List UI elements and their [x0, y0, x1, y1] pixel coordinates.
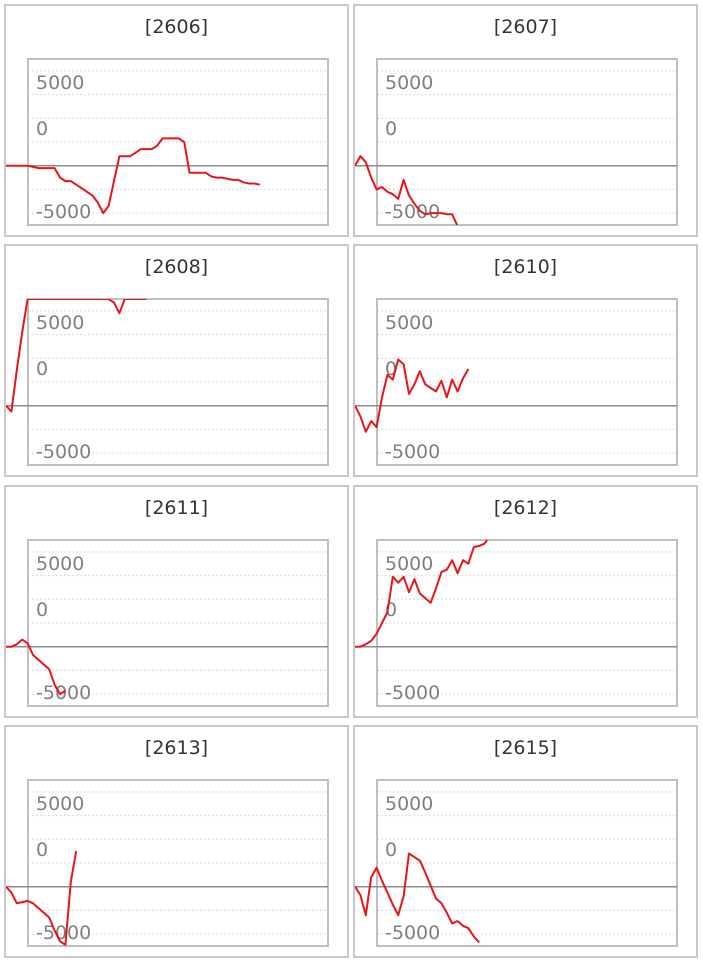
series-line [355, 155, 459, 225]
chart-panel: [2615] 5000 0 -5000 [353, 725, 698, 958]
y-tick-label: 0 [36, 599, 48, 621]
plot-border [376, 539, 678, 707]
y-tick-label: -5000 [36, 922, 91, 944]
y-tick-label: -5000 [36, 682, 91, 704]
chart-title: [2613] [144, 737, 209, 759]
chart-title: [2608] [144, 256, 209, 278]
y-tick-label: 0 [385, 118, 397, 140]
chart-svg: 5000 0 -5000 [6, 58, 329, 226]
plot-border [376, 298, 678, 466]
y-tick-label: 0 [36, 118, 48, 140]
chart-svg: 5000 0 -5000 [6, 779, 329, 947]
y-tick-label: 5000 [385, 312, 433, 334]
y-tick-label: 5000 [36, 312, 84, 334]
series-line [355, 358, 470, 433]
y-tick-label: 0 [36, 839, 48, 861]
series-line [6, 850, 78, 946]
plot-border [27, 539, 329, 707]
chart-title: [2606] [144, 16, 209, 38]
plot-border [27, 58, 329, 226]
chart-title: [2612] [493, 497, 558, 519]
y-tick-label: -5000 [385, 201, 440, 223]
y-tick-label: 5000 [385, 72, 433, 94]
chart-panel: [2610] 5000 0 -5000 [353, 244, 698, 477]
chart-panel: [2611] 5000 0 -5000 [4, 485, 349, 718]
y-tick-label: 5000 [385, 553, 433, 575]
plot-border [27, 779, 329, 947]
chart-svg: 5000 0 -5000 [6, 539, 329, 707]
y-tick-label: 5000 [36, 793, 84, 815]
series-line [6, 137, 261, 215]
chart-panel: [2608] 5000 0 -5000 [4, 244, 349, 477]
chart-panel: [2612] 5000 0 -5000 [353, 485, 698, 718]
series-line [6, 638, 66, 696]
chart-title: [2607] [493, 16, 558, 38]
y-tick-label: -5000 [385, 922, 440, 944]
y-tick-label: -5000 [36, 441, 91, 463]
series-line [6, 299, 147, 413]
y-tick-label: 5000 [36, 72, 84, 94]
y-tick-label: -5000 [36, 201, 91, 223]
y-tick-label: 0 [385, 839, 397, 861]
series-line [355, 540, 489, 648]
chart-svg: 5000 0 -5000 [355, 58, 678, 226]
y-tick-label: 5000 [36, 553, 84, 575]
chart-svg: 5000 0 -5000 [6, 298, 329, 466]
plot-border [376, 58, 678, 226]
y-tick-label: 0 [36, 358, 48, 380]
chart-panel: [2613] 5000 0 -5000 [4, 725, 349, 958]
plot-border [27, 298, 329, 466]
plot-border [376, 779, 678, 947]
chart-panel: [2607] 5000 0 -5000 [353, 4, 698, 237]
chart-title: [2611] [144, 497, 209, 519]
y-tick-label: -5000 [385, 682, 440, 704]
y-tick-label: -5000 [385, 441, 440, 463]
y-tick-label: 5000 [385, 793, 433, 815]
chart-panel: [2606] 5000 0 -5000 [4, 4, 349, 237]
chart-title: [2610] [493, 256, 558, 278]
series-line [355, 852, 480, 944]
chart-svg: 5000 0 -5000 [355, 779, 678, 947]
chart-title: [2615] [493, 737, 558, 759]
